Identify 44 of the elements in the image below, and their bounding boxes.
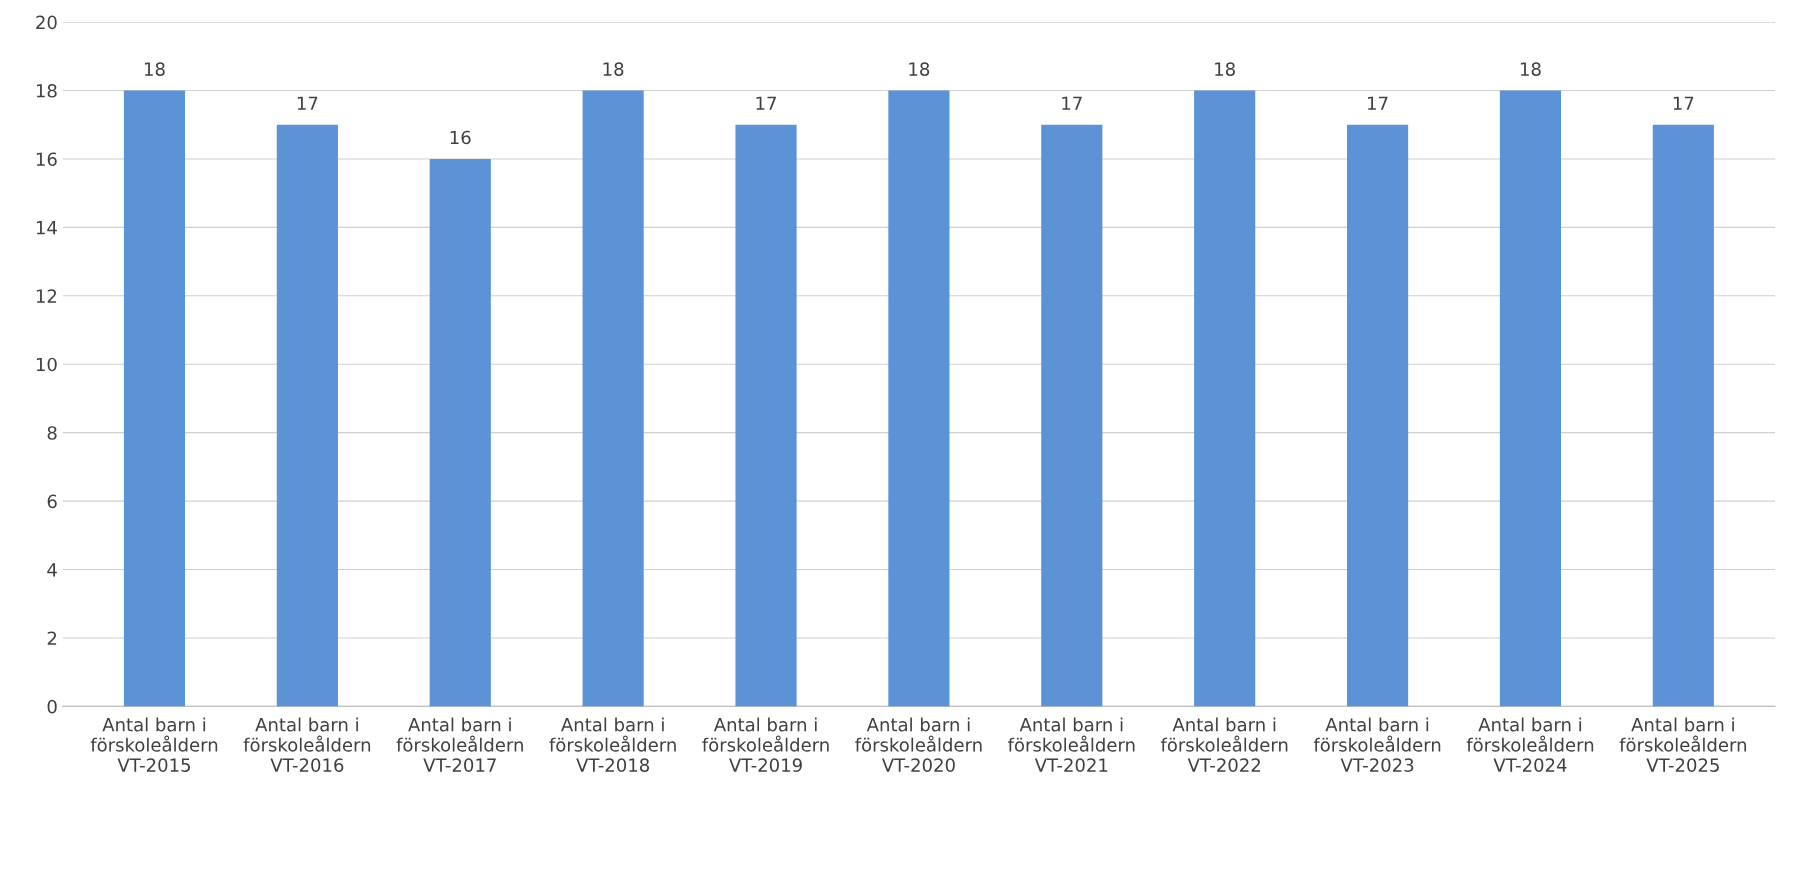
y-tick-label: 4: [47, 563, 57, 577]
x-tick-label: Antal barn i förskoleåldern VT-2024: [1466, 717, 1594, 772]
data-label: 18: [1215, 62, 1235, 76]
y-tick-label: 12: [36, 289, 57, 303]
x-tick-label: Antal barn i förskoleåldern VT-2022: [1160, 717, 1288, 772]
bar: [1346, 124, 1409, 707]
y-tick-label: 0: [47, 699, 57, 714]
y-tick-label: 6: [47, 494, 57, 509]
x-tick-label: Antal barn i förskoleåldern VT-2015: [90, 717, 218, 772]
bar: [123, 90, 186, 707]
x-tick-label: Antal barn i förskoleåldern VT-2020: [855, 717, 982, 772]
data-label: 17: [297, 96, 318, 110]
y-tick-label: 2: [47, 631, 57, 645]
data-label: 16: [450, 130, 471, 145]
y-tick-label: 16: [36, 152, 57, 167]
y-tick-label: 20: [36, 15, 57, 30]
y-tick-label: 8: [47, 426, 57, 440]
bar: [1652, 124, 1714, 707]
bar: [735, 124, 797, 707]
data-label: 17: [1062, 96, 1082, 110]
bar: [582, 90, 644, 707]
bar: [276, 124, 338, 707]
data-label: 17: [1673, 96, 1694, 110]
x-tick-label: Antal barn i förskoleåldern VT-2018: [549, 717, 676, 772]
bar: [1499, 90, 1562, 707]
data-label: 17: [756, 96, 776, 110]
bar: [1041, 124, 1103, 707]
data-label: 18: [909, 62, 930, 76]
y-tick-label: 14: [36, 221, 57, 235]
y-tick-label: 10: [36, 357, 57, 372]
bar: [1194, 90, 1256, 707]
x-tick-label: Antal barn i förskoleåldern VT-2023: [1313, 717, 1441, 772]
x-tick-label: Antal barn i förskoleåldern VT-2017: [396, 717, 523, 772]
data-label: 18: [144, 62, 165, 76]
data-label: 17: [1368, 96, 1388, 110]
x-tick-label: Antal barn i förskoleåldern VT-2025: [1619, 717, 1747, 772]
bar: [429, 158, 491, 707]
data-label: 18: [1520, 62, 1541, 76]
x-tick-label: Antal barn i förskoleåldern VT-2019: [702, 717, 829, 772]
data-label: 18: [603, 62, 624, 76]
x-tick-label: Antal barn i förskoleåldern VT-2021: [1008, 717, 1135, 772]
x-tick-label: Antal barn i förskoleåldern VT-2016: [243, 717, 371, 772]
y-tick-label: 18: [36, 83, 57, 98]
bar: [888, 90, 950, 707]
